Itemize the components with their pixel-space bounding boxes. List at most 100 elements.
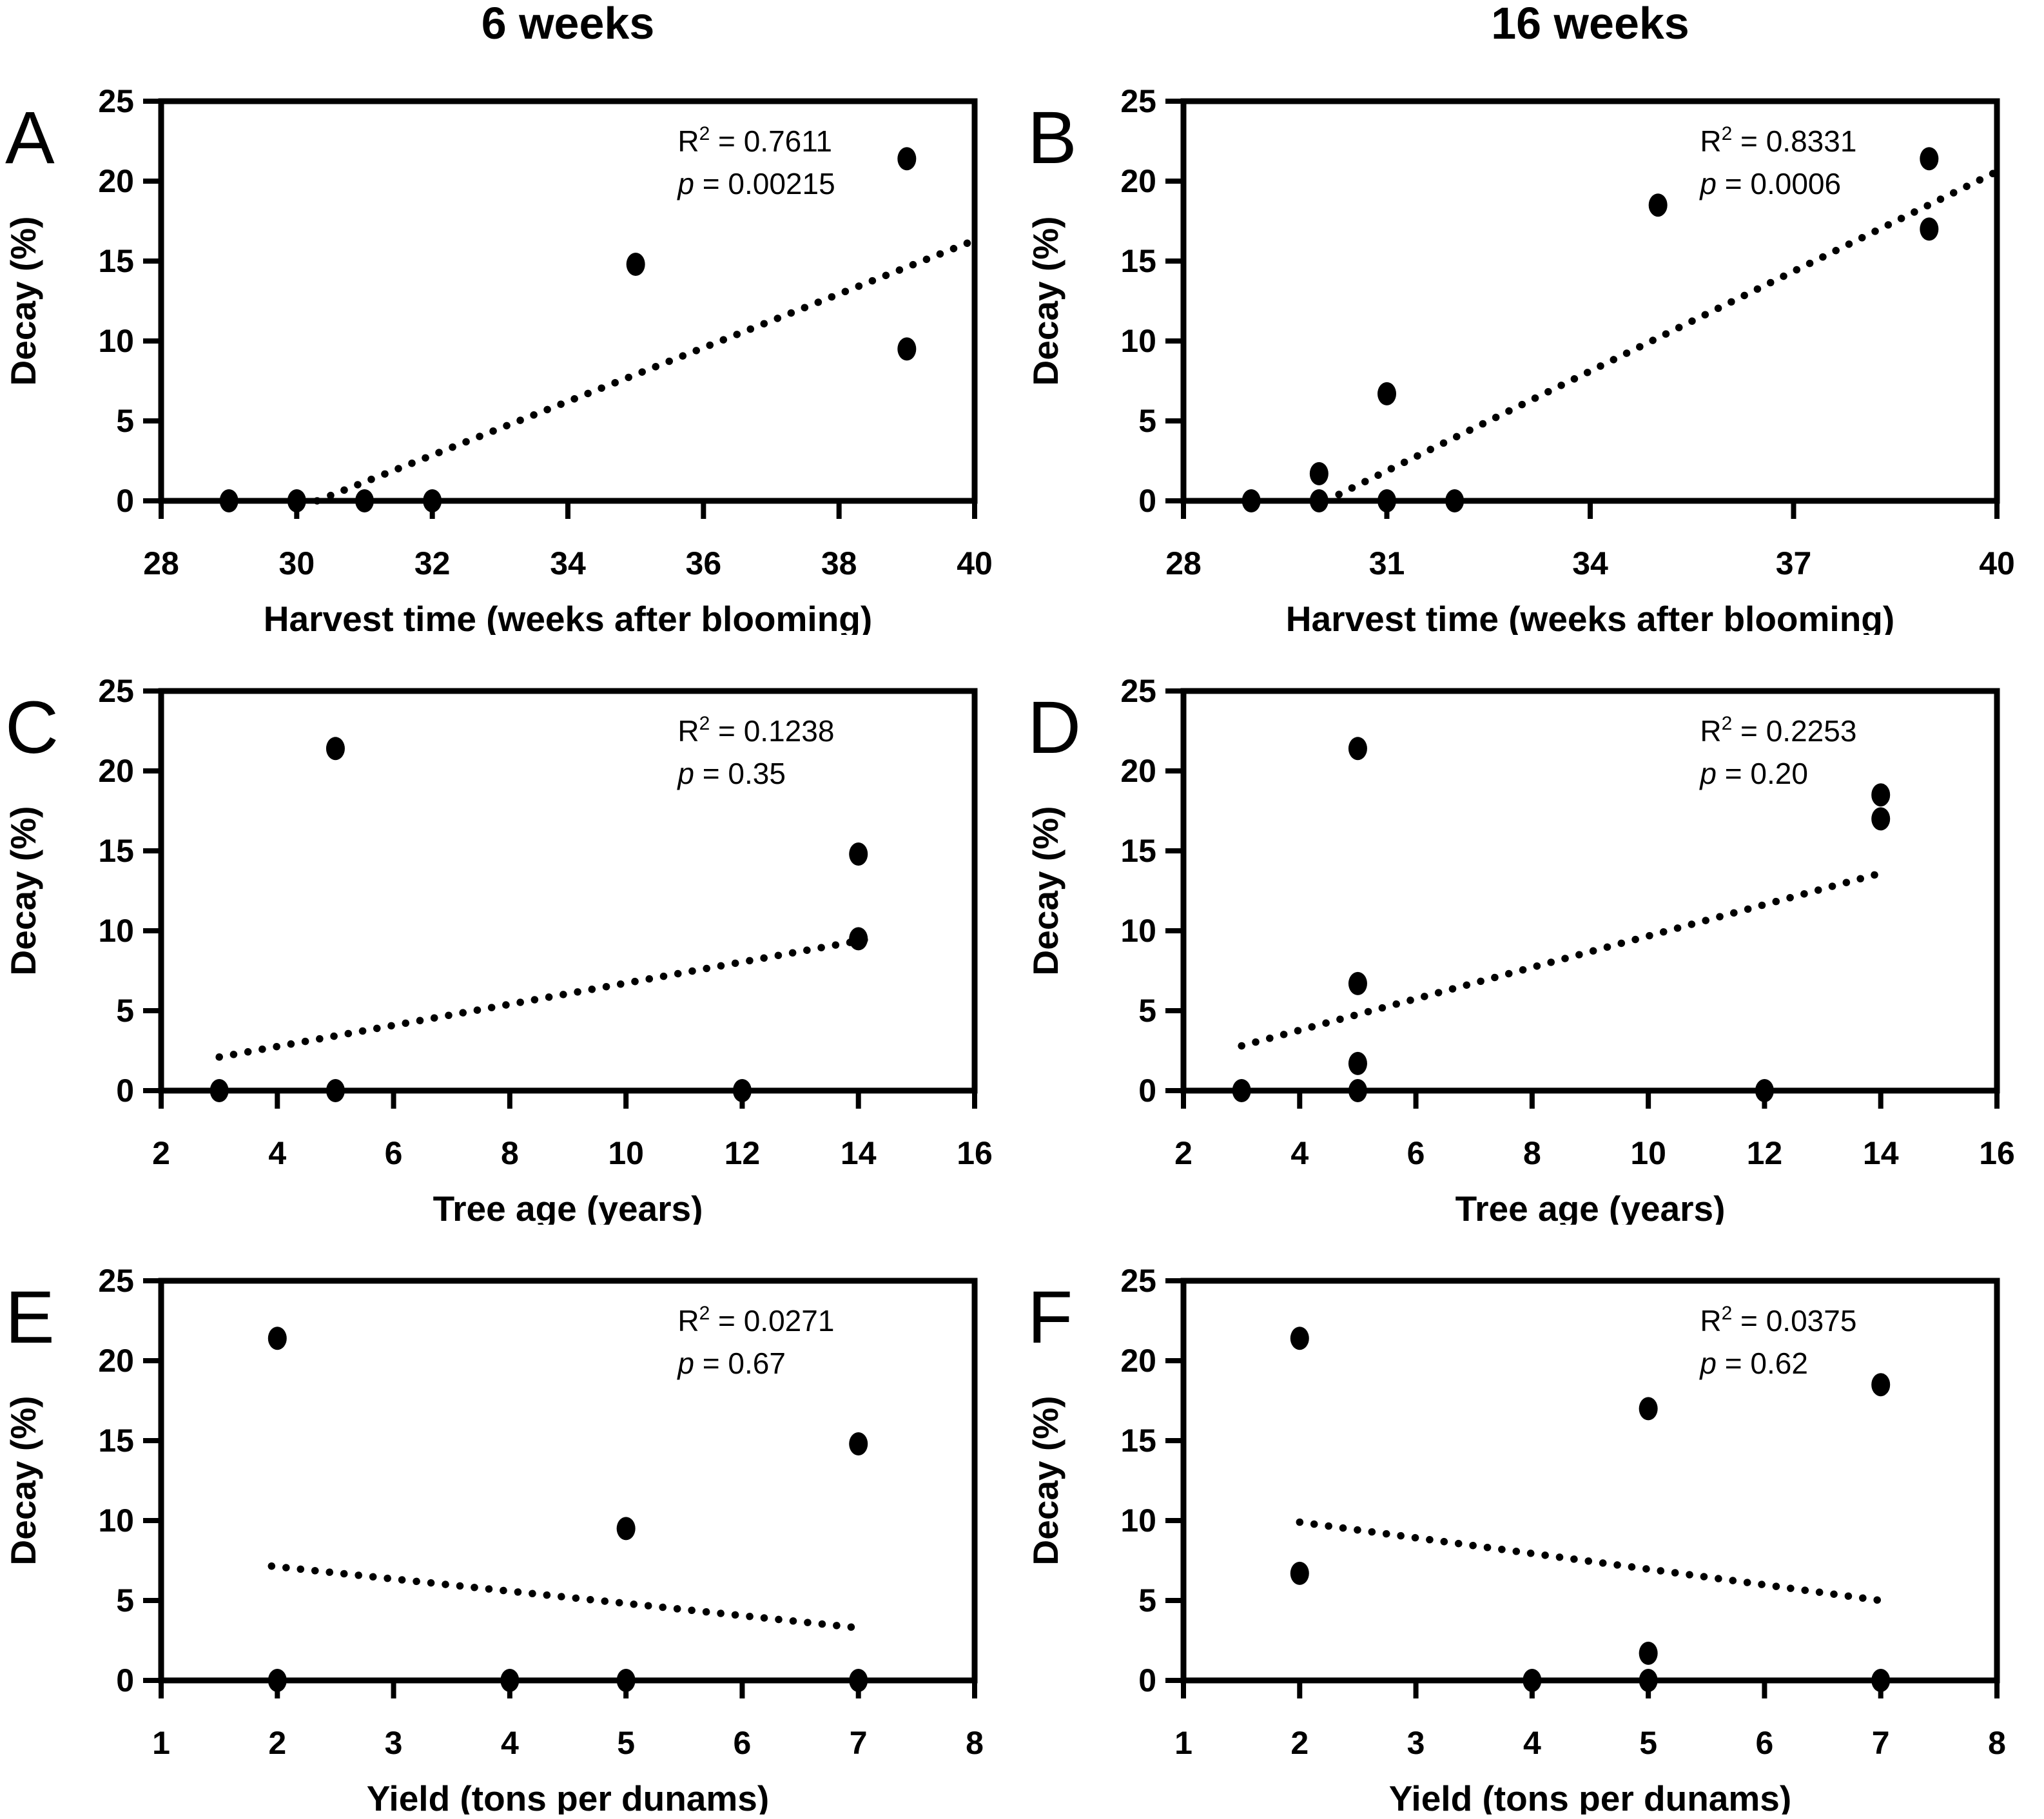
x-tick-label: 1	[152, 1725, 170, 1761]
x-tick-label: 6	[734, 1725, 752, 1761]
x-tick-label: 16	[957, 1135, 993, 1171]
panel-E-chart: 1 2 3 4 5 6 7 8 0 5 10 15 20 25 E R2 = 0.0271 p = 0.67 Yi…	[3, 1263, 984, 1814]
data-point	[849, 1432, 868, 1455]
y-tick-label: 25	[1120, 673, 1156, 709]
x-tick-label: 6	[1756, 1725, 1774, 1761]
x-axis-title: Tree age (years)	[433, 1189, 703, 1225]
y-axis-title: Decay (%)	[3, 806, 43, 976]
panel-A: 28 30 32 34 36 38 40 0 5 10 15 20 25 A R2 = 0.7611 p = …	[0, 55, 1022, 635]
x-tick-label: 38	[821, 545, 857, 581]
x-tick-label: 31	[1369, 545, 1405, 581]
panel-letter: A	[5, 97, 55, 179]
p-value-annotation: p = 0.0006	[1698, 167, 1841, 200]
data-point	[1920, 217, 1939, 241]
y-tick-label: 20	[98, 163, 134, 199]
panel-letter: E	[5, 1276, 55, 1359]
x-tick-label: 8	[966, 1725, 984, 1761]
data-point	[500, 1669, 520, 1692]
data-point	[1871, 1373, 1891, 1397]
panel-F-chart: 1 2 3 4 5 6 7 8 0 5 10 15 20 25 F R2 = 0.0375 p = 0.62 Yi…	[1026, 1263, 2006, 1814]
x-tick-label: 2	[268, 1725, 286, 1761]
y-tick-label: 5	[116, 993, 134, 1029]
data-point	[849, 842, 868, 866]
x-tick-label: 37	[1776, 545, 1812, 581]
x-tick-label: 28	[143, 545, 179, 581]
r-squared-annotation: R2 = 0.1238	[677, 713, 834, 748]
data-point	[1445, 489, 1465, 512]
data-point	[1523, 1669, 1542, 1692]
r-squared-annotation: R2 = 0.0375	[1700, 1303, 1856, 1338]
trend-line	[1322, 168, 2001, 505]
x-tick-label: 16	[1979, 1135, 2015, 1171]
panel-B: 28 31 34 37 40 0 5 10 15 20 25 B R2 = 0.8331 p = 0.00…	[1022, 55, 2044, 635]
data-point	[1348, 737, 1367, 761]
data-point	[1348, 971, 1367, 995]
data-point	[1377, 489, 1396, 512]
x-tick-label: 6	[385, 1135, 403, 1171]
x-tick-label: 10	[1630, 1135, 1666, 1171]
y-axis-title: Decay (%)	[1026, 1396, 1066, 1566]
x-tick-label: 1	[1174, 1725, 1192, 1761]
data-point	[219, 489, 238, 512]
y-tick-label: 10	[1120, 1503, 1156, 1539]
data-point	[1348, 1051, 1367, 1075]
x-tick-label: 34	[550, 545, 586, 581]
data-point	[268, 1669, 287, 1692]
x-tick-label: 10	[608, 1135, 644, 1171]
data-point	[209, 1079, 229, 1102]
x-axis-title: Harvest time (weeks after blooming)	[264, 599, 872, 635]
p-value-annotation: p = 0.20	[1698, 757, 1808, 790]
panel-C: 2 4 6 8 10 12 14 16 0 5 10 15 20 25 C R2 = 0.1238 p = 0.…	[0, 645, 1022, 1225]
plot-border	[1180, 688, 2000, 1094]
data-point	[1309, 462, 1329, 485]
p-value-annotation: p = 0.67	[676, 1347, 786, 1380]
data-point	[1241, 489, 1261, 512]
x-tick-label: 4	[1523, 1725, 1541, 1761]
x-tick-label: 2	[1290, 1725, 1309, 1761]
y-axis-title: Decay (%)	[3, 217, 43, 386]
panel-A-chart: 28 30 32 34 36 38 40 0 5 10 15 20 25 A R2 = 0.7611 p = …	[3, 83, 993, 635]
r-squared-annotation: R2 = 0.0271	[677, 1303, 834, 1338]
x-axis-title: Harvest time (weeks after blooming)	[1286, 599, 1894, 635]
panel-letter: F	[1027, 1276, 1073, 1359]
data-point	[1920, 147, 1939, 171]
y-tick-label: 0	[116, 1073, 134, 1109]
y-tick-label: 0	[1138, 483, 1156, 519]
y-tick-label: 15	[1120, 833, 1156, 869]
x-tick-label: 7	[850, 1725, 868, 1761]
plot-border	[1180, 1278, 2000, 1684]
data-point	[326, 1079, 345, 1102]
y-tick-label: 10	[98, 323, 134, 359]
y-tick-label: 0	[1138, 1073, 1156, 1109]
data-point	[1232, 1079, 1251, 1102]
p-value-annotation: p = 0.00215	[676, 167, 835, 200]
x-tick-label: 36	[686, 545, 722, 581]
data-point	[1871, 1669, 1891, 1692]
x-tick-label: 5	[617, 1725, 635, 1761]
x-tick-label: 3	[385, 1725, 403, 1761]
data-point	[326, 737, 345, 761]
data-point	[849, 927, 868, 951]
x-tick-label: 14	[841, 1135, 877, 1171]
y-tick-label: 25	[98, 1263, 134, 1299]
x-tick-label: 2	[1174, 1135, 1192, 1171]
y-tick-label: 20	[1120, 1343, 1156, 1379]
data-point	[1871, 783, 1891, 807]
y-tick-label: 20	[98, 1343, 134, 1379]
data-point	[849, 1669, 868, 1692]
data-point	[1871, 807, 1891, 831]
y-axis-title: Decay (%)	[1026, 217, 1066, 386]
data-point	[897, 147, 917, 171]
plot-border	[158, 1278, 978, 1684]
y-tick-label: 20	[1120, 753, 1156, 789]
x-tick-label: 34	[1572, 545, 1608, 581]
y-tick-label: 15	[98, 243, 134, 279]
panel-D: 2 4 6 8 10 12 14 16 0 5 10 15 20 25 D R2 = 0.2253 p = 0.…	[1022, 645, 2044, 1225]
y-tick-label: 5	[1138, 403, 1156, 439]
x-tick-label: 40	[1979, 545, 2015, 581]
y-axis-title: Decay (%)	[1026, 806, 1066, 976]
data-point	[897, 337, 917, 361]
panel-letter: D	[1027, 686, 1081, 769]
panel-F: 1 2 3 4 5 6 7 8 0 5 10 15 20 25 F R2 = 0.0375 p = 0.62 Yi…	[1022, 1234, 2044, 1814]
